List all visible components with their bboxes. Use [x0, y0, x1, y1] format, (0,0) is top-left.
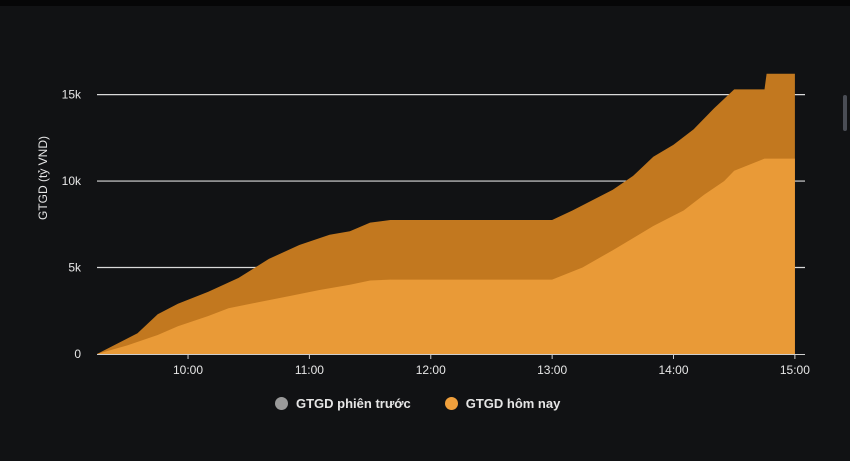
top-border — [0, 0, 850, 6]
y-tick-label: 5k — [68, 261, 82, 275]
legend-label-previous: GTGD phiên trước — [296, 396, 411, 411]
y-tick-label: 15k — [62, 88, 82, 102]
series-areas — [97, 73, 795, 355]
legend-marker-today — [444, 397, 458, 410]
legend-marker-previous — [275, 397, 288, 410]
legend: GTGD phiên trước GTGD hôm nay — [275, 396, 560, 411]
x-tick-label: 10:00 — [173, 363, 203, 377]
x-tick-label: 13:00 — [537, 363, 567, 377]
area-today — [97, 158, 795, 354]
scrollbar-thumb[interactable] — [843, 95, 847, 131]
axes: 0 5k 10k 15k 10:00 11:00 12:00 13:00 14:00 15:00 — [62, 88, 811, 377]
x-tick-label: 11:00 — [295, 363, 324, 377]
legend-label-today: GTGD hôm nay — [465, 396, 561, 411]
x-tick-label: 12:00 — [416, 363, 446, 377]
y-tick-label: 0 — [74, 347, 81, 361]
x-tick-label: 15:00 — [780, 363, 810, 377]
legend-item-previous-session[interactable]: GTGD phiên trước — [275, 396, 411, 411]
y-axis-label: GTGD (tỷ VND) — [36, 136, 50, 220]
y-tick-label: 10k — [62, 174, 82, 188]
legend-item-today[interactable]: GTGD hôm nay — [444, 396, 561, 411]
x-tick-label: 14:00 — [658, 363, 688, 377]
